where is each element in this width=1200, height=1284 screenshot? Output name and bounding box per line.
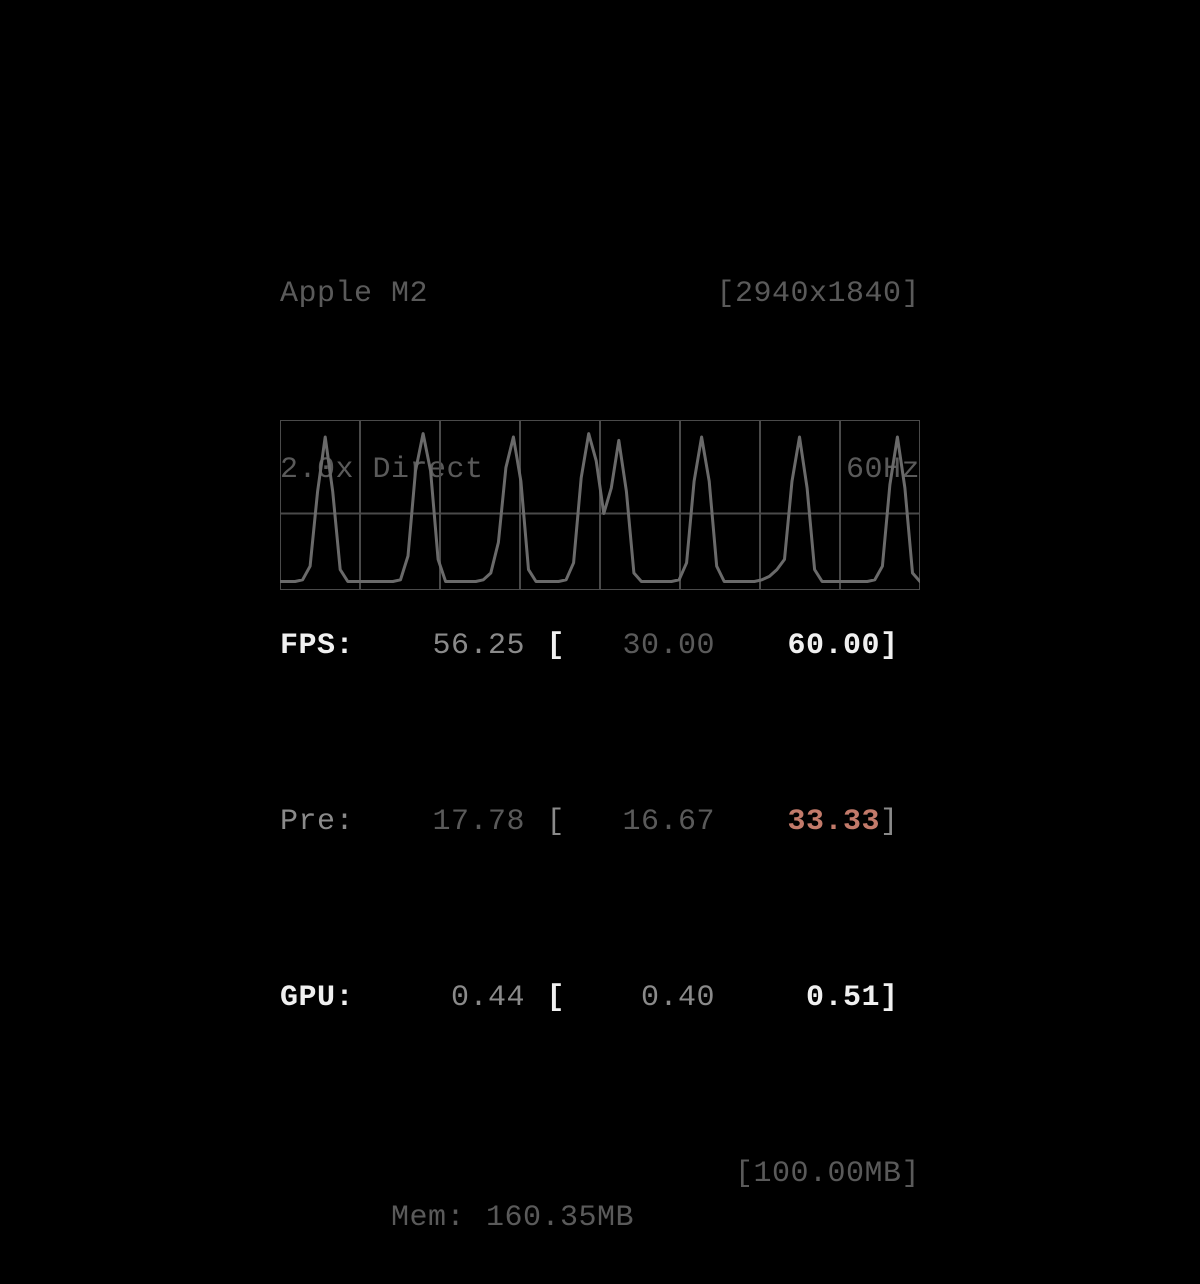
pre-max: 33.33	[715, 800, 880, 844]
fps-max: 60.00	[715, 624, 880, 668]
device-name: Apple M2	[280, 272, 428, 316]
gpu-min: 0.40	[565, 976, 715, 1020]
graph-svg	[280, 420, 920, 590]
performance-hud: Apple M2 [2940x1840] 2.0x Direct 60Hz FP…	[280, 140, 920, 1284]
frame-time-graph	[280, 420, 920, 590]
pre-min: 16.67	[565, 800, 715, 844]
mem-value: 160.35MB	[486, 1201, 634, 1235]
fps-label: FPS:	[280, 624, 375, 668]
bracket-close: ]	[880, 800, 905, 844]
hud-header-row-1: Apple M2 [2940x1840]	[280, 272, 920, 316]
gpu-value: 0.44	[375, 976, 525, 1020]
bracket-open: [	[525, 624, 565, 668]
bracket-close: ]	[880, 624, 905, 668]
bracket-open: [	[525, 800, 565, 844]
fps-row: FPS: 56.25 [ 30.00 60.00 ]	[280, 624, 920, 668]
pre-value: 17.78	[375, 800, 525, 844]
mem-budget: [100.00MB]	[735, 1152, 920, 1196]
resolution: [2940x1840]	[716, 272, 920, 316]
fps-min: 30.00	[565, 624, 715, 668]
mem-label: Mem:	[391, 1196, 486, 1240]
pre-label: Pre:	[280, 800, 375, 844]
pre-row: Pre: 17.78 [ 16.67 33.33 ]	[280, 800, 920, 844]
fps-value: 56.25	[375, 624, 525, 668]
mem-row: Mem:160.35MB [100.00MB]	[280, 1152, 920, 1196]
gpu-row: GPU: 0.44 [ 0.40 0.51 ]	[280, 976, 920, 1020]
gpu-max: 0.51	[715, 976, 880, 1020]
bracket-close: ]	[880, 976, 905, 1020]
bracket-open: [	[525, 976, 565, 1020]
gpu-label: GPU:	[280, 976, 375, 1020]
